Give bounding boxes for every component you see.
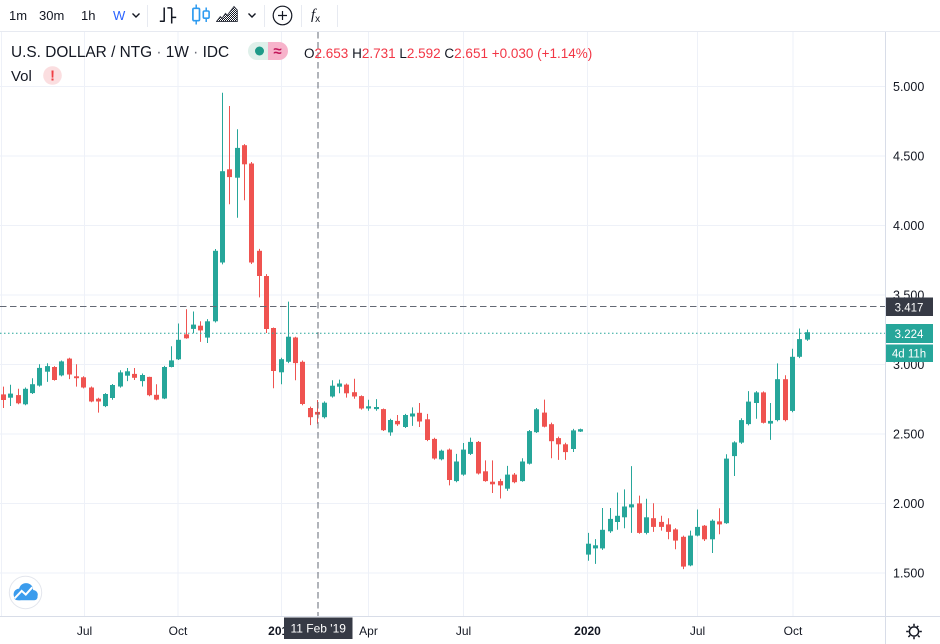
svg-text:Jul: Jul: [690, 624, 705, 638]
svg-text:1.500: 1.500: [893, 567, 924, 581]
svg-text:!: !: [50, 69, 55, 85]
svg-text:2.500: 2.500: [893, 428, 924, 442]
svg-text:3.224: 3.224: [895, 329, 924, 341]
svg-text:2020: 2020: [574, 624, 601, 638]
svg-text:Oct: Oct: [169, 624, 188, 638]
svg-text:Apr: Apr: [359, 624, 378, 638]
svg-text:Jul: Jul: [456, 624, 471, 638]
svg-text:Jul: Jul: [77, 624, 92, 638]
svg-text:4d 11h: 4d 11h: [892, 349, 926, 361]
svg-text:5.000: 5.000: [893, 80, 924, 94]
svg-text:3.417: 3.417: [895, 302, 924, 314]
svg-text:4.000: 4.000: [893, 219, 924, 233]
svg-text:11 Feb '19: 11 Feb '19: [290, 621, 346, 635]
svg-text:≈: ≈: [273, 43, 281, 60]
svg-text:Oct: Oct: [784, 624, 803, 638]
svg-text:4.500: 4.500: [893, 150, 924, 164]
svg-text:2.000: 2.000: [893, 497, 924, 511]
